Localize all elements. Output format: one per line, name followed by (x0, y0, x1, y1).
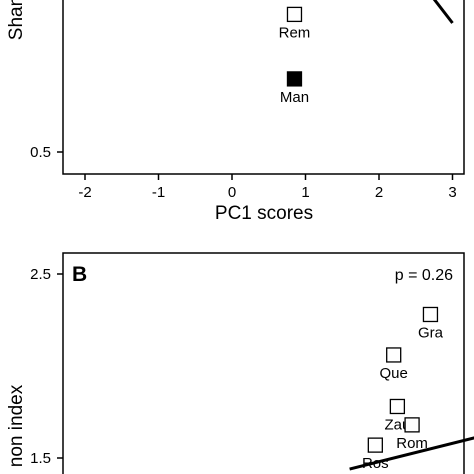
panel-a-xlabel: PC1 scores (215, 203, 313, 224)
point-label: Rom (396, 435, 428, 452)
data-point-que (386, 347, 402, 363)
x-tick-label: -2 (78, 184, 91, 201)
x-tick-label: 3 (448, 184, 456, 201)
x-tick-label: 0 (228, 184, 236, 201)
point-label: Rem (279, 24, 311, 41)
point-label: Zau (384, 416, 410, 433)
fit-line (432, 0, 454, 24)
panel-a-frame (62, 0, 465, 175)
x-tick-label: -1 (152, 184, 165, 201)
data-point-gra (422, 306, 439, 323)
x-tick-label: 2 (375, 184, 383, 201)
panel-b-annotation: p = 0.26 (395, 267, 453, 284)
y-tick-label: 0.5 (30, 144, 51, 161)
data-point-rem (286, 6, 303, 23)
point-label: Gra (418, 324, 444, 341)
data-point-rom (404, 417, 420, 433)
panel-a-ylabel: Shan (6, 0, 27, 40)
panel-b: B p = 0.26 non index 1.5 2.5 Gra Que Zau Rom… (6, 252, 474, 474)
panel-b-frame (62, 252, 465, 474)
x-tick-label: 1 (301, 184, 309, 201)
data-point-ros (367, 437, 383, 453)
point-label: Que (380, 365, 408, 382)
point-label: Ros (362, 455, 389, 472)
data-point-zau (389, 398, 406, 415)
data-point-man (286, 71, 303, 87)
y-tick-label: 2.5 (30, 266, 51, 283)
panel-b-ylabel: non index (6, 384, 27, 467)
point-label: Man (280, 89, 309, 106)
y-tick-label: 1.5 (30, 450, 51, 467)
fit-line (349, 436, 474, 471)
panel-b-label: B (72, 263, 87, 286)
